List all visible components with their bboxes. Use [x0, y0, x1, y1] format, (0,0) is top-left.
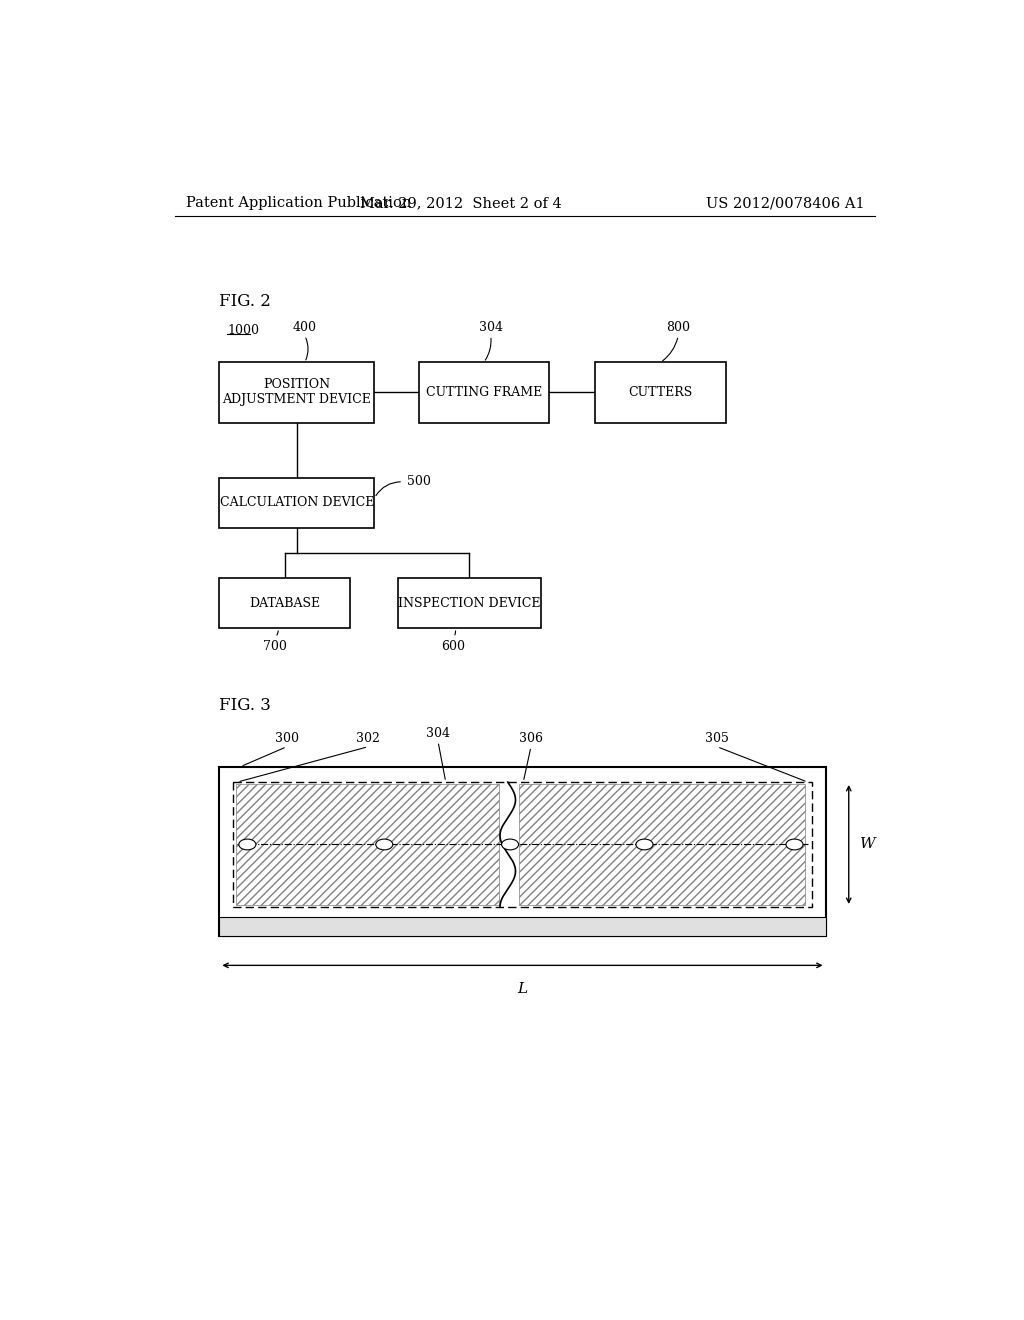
Text: 400: 400: [293, 321, 316, 334]
Text: 305: 305: [706, 733, 729, 744]
Bar: [236, 784, 500, 904]
Bar: [219, 767, 825, 936]
Bar: [219, 578, 349, 628]
Bar: [219, 478, 375, 528]
Text: 1000: 1000: [227, 323, 259, 337]
Bar: [595, 363, 726, 422]
Text: 600: 600: [441, 640, 466, 652]
Text: US 2012/0078406 A1: US 2012/0078406 A1: [706, 197, 864, 210]
Bar: [219, 363, 375, 422]
Text: Patent Application Publication: Patent Application Publication: [186, 197, 412, 210]
Text: 304: 304: [426, 727, 450, 739]
Ellipse shape: [239, 840, 256, 850]
Ellipse shape: [786, 840, 803, 850]
Bar: [397, 578, 541, 628]
Text: POSITION
ADJUSTMENT DEVICE: POSITION ADJUSTMENT DEVICE: [222, 379, 372, 407]
Text: FIG. 3: FIG. 3: [219, 697, 271, 714]
Text: W: W: [860, 837, 876, 851]
Bar: [233, 781, 812, 907]
Bar: [219, 917, 825, 936]
Text: CUTTING FRAME: CUTTING FRAME: [426, 385, 542, 399]
Text: Mar. 29, 2012  Sheet 2 of 4: Mar. 29, 2012 Sheet 2 of 4: [360, 197, 562, 210]
Text: DATABASE: DATABASE: [249, 597, 321, 610]
Text: 300: 300: [274, 733, 299, 744]
Ellipse shape: [376, 840, 393, 850]
Text: FIG. 2: FIG. 2: [219, 293, 271, 310]
Text: L: L: [517, 982, 527, 997]
Text: INSPECTION DEVICE: INSPECTION DEVICE: [398, 597, 541, 610]
Text: 500: 500: [407, 475, 431, 488]
Ellipse shape: [636, 840, 653, 850]
Text: CALCULATION DEVICE: CALCULATION DEVICE: [220, 496, 374, 510]
Text: 800: 800: [667, 321, 690, 334]
Bar: [419, 363, 549, 422]
Text: CUTTERS: CUTTERS: [629, 385, 692, 399]
Ellipse shape: [502, 840, 518, 850]
Bar: [518, 784, 805, 904]
Text: 302: 302: [356, 733, 380, 744]
Text: 306: 306: [519, 733, 543, 744]
Text: 700: 700: [263, 640, 287, 652]
Text: 304: 304: [478, 321, 503, 334]
